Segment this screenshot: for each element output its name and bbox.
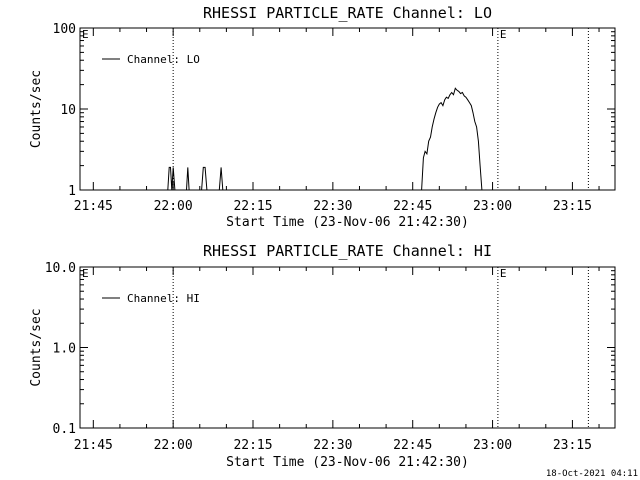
y-tick-label: 0.1 bbox=[53, 422, 76, 437]
event-marker-label: E bbox=[82, 28, 89, 41]
x-tick-label: 23:00 bbox=[473, 199, 512, 214]
x-axis-label: Start Time (23-Nov-06 21:42:30) bbox=[226, 215, 469, 230]
chart-panel-1: RHESSI PARTICLE_RATE Channel: LO 21:45 22:… bbox=[29, 4, 616, 230]
chart-title: RHESSI PARTICLE_RATE Channel: LO bbox=[203, 4, 492, 22]
x-tick-label: 22:45 bbox=[393, 199, 432, 214]
legend-entry: Channel: LO bbox=[127, 53, 200, 66]
y-axis-label: Counts/sec bbox=[29, 70, 44, 148]
x-tick-label: 23:15 bbox=[553, 438, 592, 453]
x-tick-label: 21:45 bbox=[74, 438, 113, 453]
x-tick-label: 23:15 bbox=[553, 199, 592, 214]
event-marker-label: E bbox=[82, 267, 89, 280]
chart-title: RHESSI PARTICLE_RATE Channel: HI bbox=[203, 242, 492, 260]
x-tick-label: 22:45 bbox=[393, 438, 432, 453]
x-tick-label: 22:15 bbox=[233, 438, 272, 453]
x-tick-label: 22:15 bbox=[233, 199, 272, 214]
x-axis-label: Start Time (23-Nov-06 21:42:30) bbox=[226, 455, 469, 470]
chart-panel-2: RHESSI PARTICLE_RATE Channel: HI 21:45 22:… bbox=[29, 242, 616, 470]
x-tick-label: 22:30 bbox=[313, 438, 352, 453]
event-marker-label: E bbox=[500, 28, 507, 41]
y-tick-label: 1.0 bbox=[53, 342, 76, 357]
x-tick-label: 21:45 bbox=[74, 199, 113, 214]
event-marker-label: E bbox=[500, 267, 507, 280]
x-tick-label: 22:00 bbox=[154, 199, 193, 214]
y-tick-label: 10 bbox=[60, 103, 76, 118]
footer-timestamp: 18-Oct-2021 04:11 bbox=[546, 469, 638, 479]
series-line-1 bbox=[80, 87, 483, 191]
chart-panels: RHESSI PARTICLE_RATE Channel: LO 21:45 22:… bbox=[29, 4, 616, 470]
y-tick-label: 100 bbox=[53, 22, 76, 37]
y-tick-label: 10.0 bbox=[45, 261, 76, 276]
y-tick-label: 1 bbox=[68, 184, 76, 199]
x-tick-label: 22:00 bbox=[154, 438, 193, 453]
x-tick-label: 23:00 bbox=[473, 438, 512, 453]
y-axis-label: Counts/sec bbox=[29, 308, 44, 386]
legend-entry: Channel: HI bbox=[127, 292, 200, 305]
x-tick-label: 22:30 bbox=[313, 199, 352, 214]
